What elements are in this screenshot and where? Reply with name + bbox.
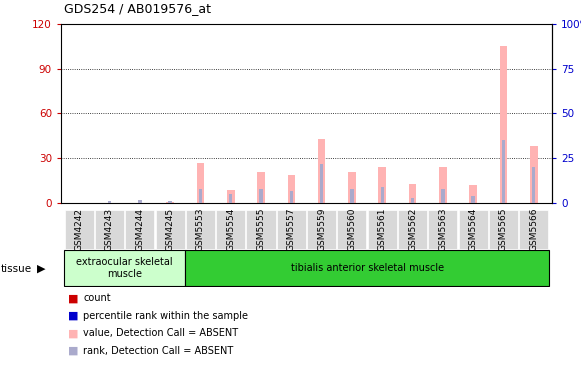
Bar xyxy=(439,167,447,203)
Text: GSM5553: GSM5553 xyxy=(196,208,205,251)
Bar xyxy=(378,167,386,203)
Text: GSM4242: GSM4242 xyxy=(75,208,84,251)
Bar xyxy=(259,189,263,203)
Bar xyxy=(307,210,336,249)
Bar xyxy=(289,191,293,203)
Text: GSM5563: GSM5563 xyxy=(438,208,447,251)
Text: GSM5565: GSM5565 xyxy=(499,208,508,251)
Bar xyxy=(502,140,505,203)
Bar xyxy=(185,250,549,286)
Bar xyxy=(350,189,354,203)
Text: ■: ■ xyxy=(68,346,78,356)
Bar xyxy=(398,210,427,249)
Bar xyxy=(320,164,324,203)
Bar xyxy=(348,172,356,203)
Text: GSM4245: GSM4245 xyxy=(166,208,175,251)
Text: GSM4243: GSM4243 xyxy=(105,208,114,251)
Text: ▶: ▶ xyxy=(37,264,45,274)
Text: tissue: tissue xyxy=(1,264,33,274)
Text: tibialis anterior skeletal muscle: tibialis anterior skeletal muscle xyxy=(290,263,444,273)
Bar xyxy=(229,194,232,203)
Bar xyxy=(368,210,397,249)
Text: ■: ■ xyxy=(68,311,78,321)
Bar xyxy=(196,163,204,203)
Bar xyxy=(227,190,235,203)
Bar xyxy=(469,185,477,203)
Bar xyxy=(216,210,245,249)
Text: GDS254 / AB019576_at: GDS254 / AB019576_at xyxy=(64,2,211,15)
Text: GSM5559: GSM5559 xyxy=(317,208,326,251)
Bar xyxy=(411,198,414,203)
Text: count: count xyxy=(83,293,111,303)
Bar xyxy=(199,189,202,203)
Text: GSM5555: GSM5555 xyxy=(257,208,266,251)
Text: GSM5562: GSM5562 xyxy=(408,208,417,251)
Text: ■: ■ xyxy=(68,293,78,303)
Bar xyxy=(500,46,507,203)
Text: ■: ■ xyxy=(68,328,78,339)
Bar xyxy=(186,210,215,249)
Bar xyxy=(338,210,367,249)
Bar xyxy=(530,146,537,203)
Bar xyxy=(532,167,536,203)
Text: extraocular skeletal
muscle: extraocular skeletal muscle xyxy=(76,257,173,279)
Text: rank, Detection Call = ABSENT: rank, Detection Call = ABSENT xyxy=(83,346,234,356)
Bar xyxy=(168,201,172,203)
Bar xyxy=(125,210,155,249)
Bar xyxy=(381,187,384,203)
Bar xyxy=(458,210,487,249)
Bar xyxy=(277,210,306,249)
Bar xyxy=(156,210,185,249)
Bar xyxy=(318,139,325,203)
Bar xyxy=(166,202,174,203)
Bar xyxy=(471,196,475,203)
Bar xyxy=(95,210,124,249)
Bar xyxy=(428,210,457,249)
Bar xyxy=(441,189,444,203)
Text: GSM5566: GSM5566 xyxy=(529,208,538,251)
Text: percentile rank within the sample: percentile rank within the sample xyxy=(83,311,248,321)
Text: GSM5564: GSM5564 xyxy=(469,208,478,251)
Text: GSM5554: GSM5554 xyxy=(226,208,235,251)
Bar xyxy=(489,210,518,249)
Bar xyxy=(257,172,265,203)
Bar xyxy=(519,210,548,249)
Bar xyxy=(409,184,417,203)
Text: GSM5561: GSM5561 xyxy=(378,208,387,251)
Text: GSM5560: GSM5560 xyxy=(347,208,356,251)
Bar xyxy=(138,199,142,203)
Bar xyxy=(108,201,111,203)
Text: GSM4244: GSM4244 xyxy=(135,208,144,251)
Bar xyxy=(64,250,185,286)
Bar xyxy=(288,175,295,203)
Bar xyxy=(64,210,94,249)
Bar xyxy=(246,210,275,249)
Text: value, Detection Call = ABSENT: value, Detection Call = ABSENT xyxy=(83,328,238,339)
Text: GSM5557: GSM5557 xyxy=(287,208,296,251)
